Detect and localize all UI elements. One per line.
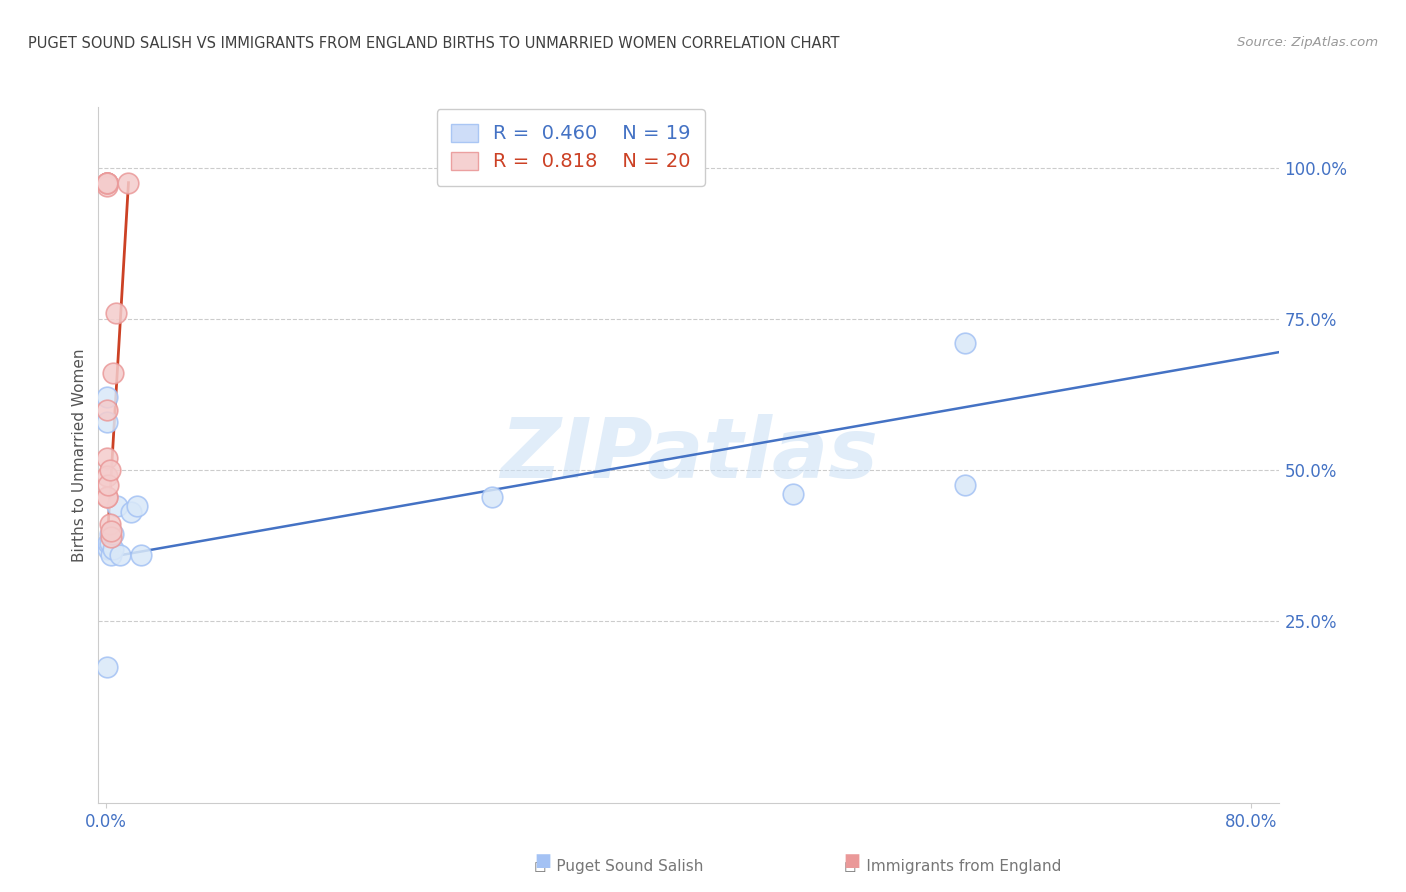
Point	[96, 176, 118, 190]
Point	[481, 490, 503, 504]
Point	[98, 463, 121, 477]
Text: ◻  Immigrants from England: ◻ Immigrants from England	[844, 859, 1062, 874]
Point	[96, 490, 118, 504]
Point	[108, 548, 131, 562]
Point	[100, 530, 122, 544]
Text: ◻  Puget Sound Salish: ◻ Puget Sound Salish	[534, 859, 703, 874]
Point	[100, 548, 122, 562]
Point	[100, 524, 122, 538]
Point	[97, 535, 120, 549]
Point	[96, 402, 118, 417]
Text: ■: ■	[534, 852, 551, 870]
Point	[96, 490, 118, 504]
Point	[97, 478, 120, 492]
Point	[96, 450, 118, 465]
Text: PUGET SOUND SALISH VS IMMIGRANTS FROM ENGLAND BIRTHS TO UNMARRIED WOMEN CORRELAT: PUGET SOUND SALISH VS IMMIGRANTS FROM EN…	[28, 36, 839, 51]
Point	[105, 500, 128, 514]
Y-axis label: Births to Unmarried Women: Births to Unmarried Women	[72, 348, 87, 562]
Point	[120, 505, 142, 519]
Point	[101, 526, 124, 541]
Point	[101, 541, 124, 556]
Point	[131, 548, 153, 562]
Point	[96, 178, 118, 193]
Point	[97, 541, 120, 556]
Point	[98, 526, 121, 541]
Point	[98, 517, 121, 532]
Text: Source: ZipAtlas.com: Source: ZipAtlas.com	[1237, 36, 1378, 49]
Point	[782, 487, 804, 501]
Point	[104, 306, 127, 320]
Point	[117, 176, 139, 190]
Point	[101, 366, 124, 380]
Point	[96, 176, 118, 190]
Point	[125, 500, 148, 514]
Point	[96, 659, 118, 673]
Legend: R =  0.460    N = 19, R =  0.818    N = 20: R = 0.460 N = 19, R = 0.818 N = 20	[437, 109, 704, 186]
Point	[96, 176, 118, 190]
Point	[953, 478, 976, 492]
Point	[96, 469, 118, 483]
Point	[96, 415, 118, 429]
Point	[96, 176, 118, 190]
Point	[98, 535, 121, 549]
Point	[96, 176, 118, 190]
Point	[96, 391, 118, 405]
Text: ■: ■	[844, 852, 860, 870]
Point	[953, 336, 976, 351]
Point	[96, 176, 118, 190]
Text: ZIPatlas: ZIPatlas	[501, 415, 877, 495]
